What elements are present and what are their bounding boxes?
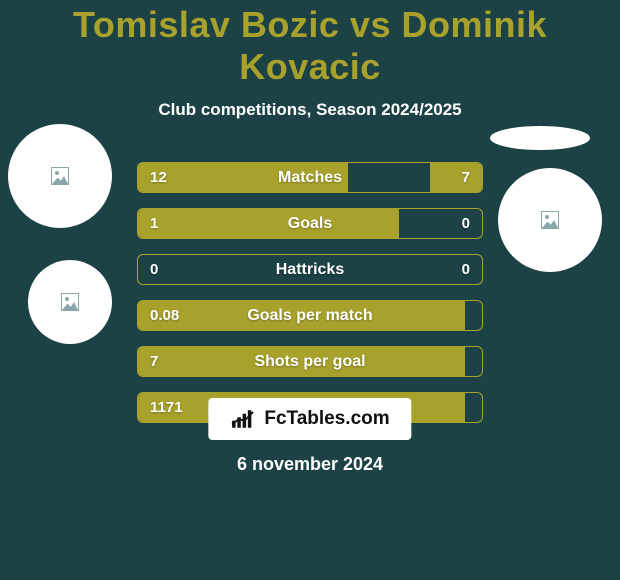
page-subtitle: Club competitions, Season 2024/2025	[0, 100, 620, 120]
image-placeholder-icon	[61, 293, 79, 311]
club-left-avatar	[28, 260, 112, 344]
branding-badge: FcTables.com	[208, 398, 411, 440]
stat-row: 0.08Goals per match	[137, 300, 483, 331]
stat-row: 127Matches	[137, 162, 483, 193]
stat-label: Goals	[138, 209, 482, 238]
player-right-avatar	[498, 168, 602, 272]
fctables-logo-icon	[230, 408, 258, 430]
stat-label: Hattricks	[138, 255, 482, 284]
stat-row: 7Shots per goal	[137, 346, 483, 377]
branding-label: FcTables.com	[264, 408, 389, 430]
stat-label: Matches	[138, 163, 482, 192]
page-title: Tomislav Bozic vs Dominik Kovacic	[0, 4, 620, 88]
player-left-avatar	[8, 124, 112, 228]
stat-row: 10Goals	[137, 208, 483, 239]
stat-label: Goals per match	[138, 301, 482, 330]
image-placeholder-icon	[541, 211, 559, 229]
content: Tomislav Bozic vs Dominik Kovacic Club c…	[0, 0, 620, 580]
stat-row: 00Hattricks	[137, 254, 483, 285]
image-placeholder-icon	[51, 167, 69, 185]
stat-label: Shots per goal	[138, 347, 482, 376]
date-label: 6 november 2024	[0, 454, 620, 475]
player-right-oval	[490, 126, 590, 150]
